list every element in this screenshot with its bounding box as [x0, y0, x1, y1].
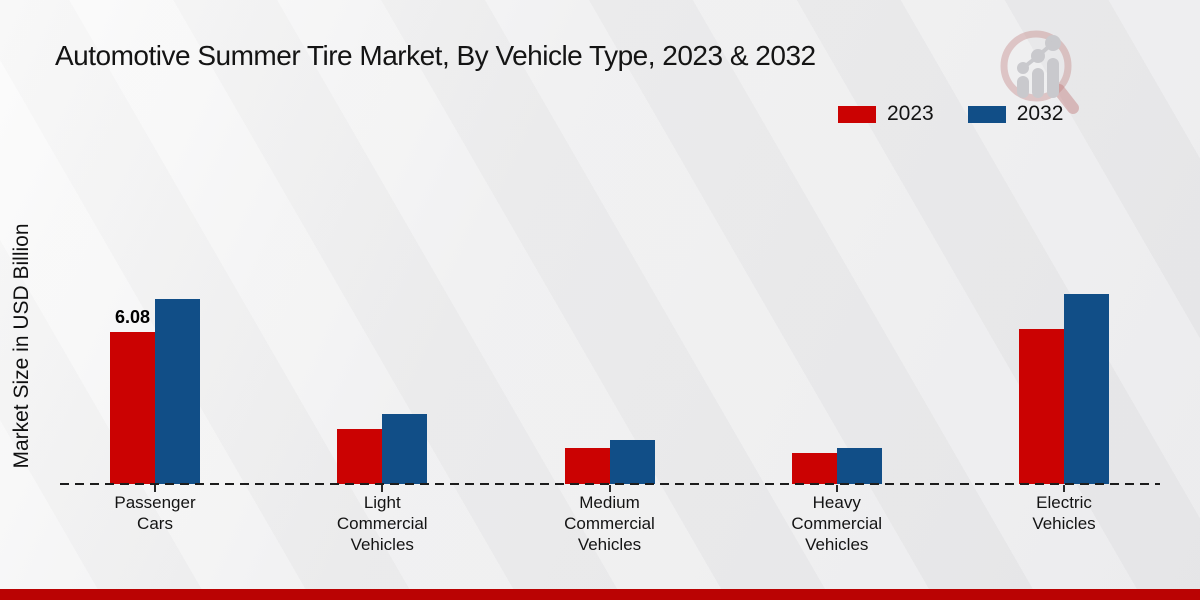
magnifier-handle	[1053, 84, 1079, 114]
category-label: Light Commercial Vehicles	[336, 493, 428, 554]
bar-2023	[1019, 329, 1064, 484]
legend-item-2032: 2032	[967, 102, 1064, 126]
bar-2032	[836, 447, 882, 484]
category-label: Medium Commercial Vehicles	[564, 493, 655, 554]
magnifier-bar-chart-logo	[1000, 30, 1079, 114]
category-label: Electric Vehicles	[1032, 493, 1096, 533]
legend-swatch-2032	[967, 105, 1006, 123]
legend-label-2032: 2032	[1016, 102, 1064, 125]
bar-2032	[382, 414, 428, 484]
bar-2023	[337, 429, 383, 484]
bar-2023	[564, 447, 610, 484]
bar-2032	[155, 299, 200, 484]
x-tick	[154, 485, 156, 492]
legend-swatch-2023	[838, 105, 876, 123]
x-tick	[1063, 485, 1065, 492]
legend: 2023 2032	[838, 102, 1063, 126]
x-axis-dashed-baseline	[60, 483, 1160, 485]
category-label: Passenger Cars	[114, 493, 196, 533]
x-tick	[608, 485, 611, 492]
x-tick	[835, 485, 838, 492]
bar-2023	[110, 332, 155, 484]
chart-title: Automotive Summer Tire Market, By Vehicl…	[55, 40, 816, 71]
bar-2032	[609, 440, 655, 484]
legend-label-2023: 2023	[887, 102, 934, 125]
category-label: Heavy Commercial Vehicles	[791, 493, 883, 554]
x-tick	[381, 485, 384, 492]
bar-2023	[791, 452, 837, 484]
logo-bars	[1017, 35, 1061, 98]
value-label: 6.08	[114, 307, 151, 327]
footer-red-band	[0, 589, 1200, 600]
magnifier-ring	[1000, 30, 1072, 102]
legend-item-2023: 2023	[838, 102, 934, 126]
bar-2032	[1064, 294, 1109, 484]
